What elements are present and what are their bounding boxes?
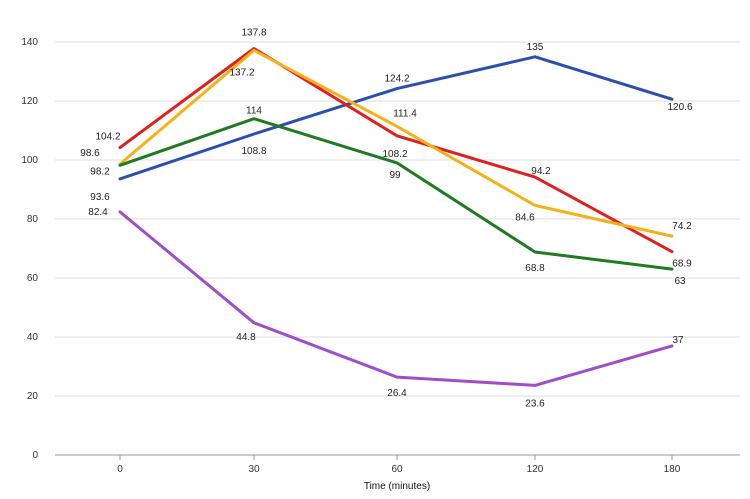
data-label-orange: 111.4 [393,108,417,119]
data-label-orange: 74.2 [672,221,692,232]
x-tick-label: 0 [117,464,123,475]
x-tick-label: 120 [527,464,544,475]
x-tick-label: 30 [248,464,260,475]
y-tick-label: 60 [27,273,39,284]
y-axis-ticks: 0 20 40 60 80 100 120 140 [21,37,38,461]
data-label-orange: 137.2 [229,67,254,78]
y-tick-label: 20 [27,391,39,402]
data-label-green: 98.2 [90,166,110,177]
data-label-green: 99 [389,170,401,181]
data-label-red: 108.2 [382,149,407,160]
series-line-red [118,47,674,254]
data-label-purple: 26.4 [387,388,407,399]
data-label-purple: 23.6 [525,398,545,409]
data-label-blue: 93.6 [90,192,110,203]
data-label-blue: 120.6 [667,102,692,113]
data-label-red: 94.2 [531,166,551,177]
series-line-blue [118,55,674,181]
x-axis-title: Time (minutes) [364,481,430,492]
y-tick-label: 0 [32,450,38,461]
y-tick-label: 120 [21,96,38,107]
y-tick-label: 80 [27,214,39,225]
data-label-purple: 82.4 [88,207,108,218]
data-label-green: 68.8 [525,263,545,274]
x-tick-label: 60 [391,464,403,475]
x-axis-ticks: 0 30 60 120 180 [117,455,681,475]
data-label-red: 137.8 [241,27,266,38]
data-label-red: 104.2 [95,132,120,143]
data-labels: 93.6 108.8 124.2 135 120.6 104.2 137.8 108.2 94.… [80,27,693,409]
y-tick-label: 140 [21,37,38,48]
data-label-purple: 44.8 [236,332,256,343]
x-tick-label: 180 [664,464,681,475]
data-label-orange: 98.6 [80,148,100,159]
series-lines [118,47,674,387]
data-label-green: 114 [246,106,262,117]
series-line-green [118,117,674,271]
gridlines [55,41,740,456]
y-tick-label: 40 [27,332,39,343]
data-label-blue: 108.8 [241,146,266,157]
data-label-red: 68.9 [672,259,692,270]
data-label-purple: 37 [672,335,684,346]
y-tick-label: 100 [21,155,38,166]
data-label-blue: 124.2 [384,74,409,85]
data-label-orange: 84.6 [515,212,535,223]
data-label-green: 63 [674,276,686,287]
series-line-purple [118,210,674,387]
series-line-orange [118,48,674,238]
data-label-blue: 135 [527,42,544,53]
